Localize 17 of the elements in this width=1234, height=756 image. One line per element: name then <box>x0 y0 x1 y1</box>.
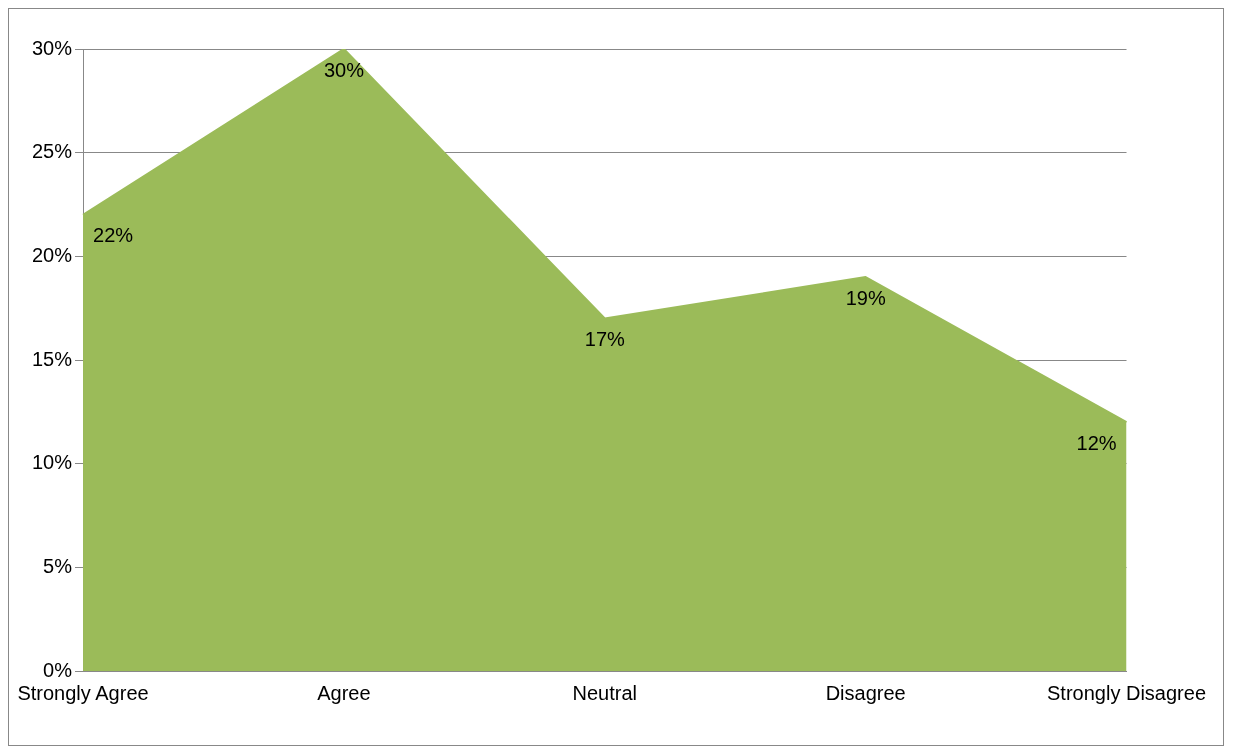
x-tick-label: Disagree <box>825 681 906 704</box>
data-label: 22% <box>93 224 134 247</box>
y-tick-label: 0% <box>43 658 73 681</box>
x-tick-label: Neutral <box>572 681 638 704</box>
x-tick-label: Strongly Disagree <box>1047 681 1206 704</box>
data-label: 30% <box>323 58 365 81</box>
data-label: 17% <box>584 328 625 351</box>
y-tick-label: 30% <box>32 36 73 59</box>
y-tick-label: 15% <box>32 347 73 370</box>
y-tick-label: 5% <box>43 554 73 577</box>
x-tick-label: Agree <box>317 681 371 704</box>
data-label: 19% <box>845 286 886 309</box>
y-tick-label: 10% <box>32 451 73 474</box>
y-tick-label: 20% <box>32 243 73 266</box>
data-label: 12% <box>1076 431 1117 454</box>
y-tick-label: 25% <box>32 140 73 163</box>
x-tick-label: Strongly Agree <box>17 681 149 704</box>
